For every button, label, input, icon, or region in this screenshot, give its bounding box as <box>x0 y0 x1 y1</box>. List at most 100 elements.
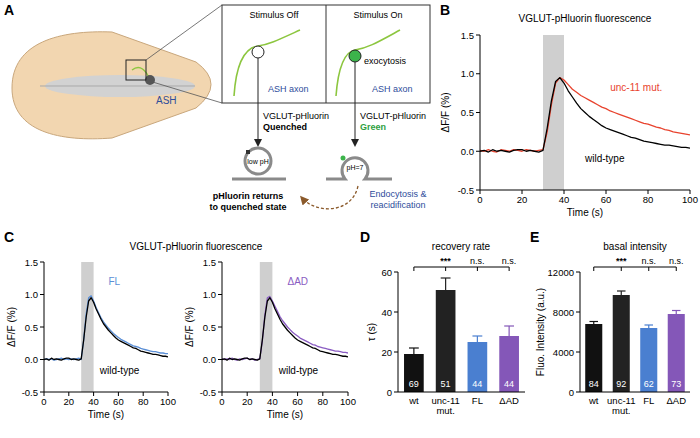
y-tick <box>476 151 480 152</box>
y-tick-label: -0.5 <box>458 185 474 196</box>
y-tick-label: 1.0 <box>25 289 38 300</box>
text-line: mut. <box>612 405 630 416</box>
inset-box <box>222 5 430 103</box>
bar <box>613 295 630 392</box>
inset-title: Stimulus Off <box>250 10 299 20</box>
x-tick-label: 80 <box>318 396 329 407</box>
error-cap <box>441 277 451 278</box>
y-tick-label: -0.5 <box>22 387 38 398</box>
arrow <box>355 62 356 145</box>
worm-midline <box>40 86 195 87</box>
y-axis-title: ΔF/F (%) <box>440 92 451 132</box>
x-tick-label: 40 <box>267 396 278 407</box>
bar <box>499 336 519 392</box>
y-tick <box>218 262 222 263</box>
y-tick-label: 0.0 <box>25 354 38 365</box>
significance-bracket <box>414 267 509 268</box>
y-tick <box>40 327 44 328</box>
line-chart: 020406080100Time (s)-0.50.00.51.01.5ΔF/F… <box>4 229 263 420</box>
category-label: unc-11mut. <box>607 395 635 416</box>
error-bar <box>617 291 626 295</box>
y-tick-label: 0 <box>387 387 392 398</box>
y-tick-label: 0.0 <box>461 146 474 157</box>
y-tick-label: 1.0 <box>203 289 216 300</box>
y-tick <box>218 359 222 360</box>
cycle-text: Endocytosis &reacidification <box>369 189 426 210</box>
n-label: 62 <box>644 379 654 389</box>
text-line: wt <box>588 395 599 406</box>
error-stem <box>413 348 414 354</box>
series-label: wild-type <box>584 153 625 164</box>
x-tick-label: 40 <box>559 194 570 205</box>
x-tick-label: 60 <box>113 396 124 407</box>
y-tick-label: 0 <box>569 387 574 398</box>
x-axis-title: Time (s) <box>267 409 303 420</box>
ph-label: low pH <box>247 158 268 166</box>
plot-area <box>480 35 690 190</box>
panel-a: AASHStimulus OffASH axonStimulus Onexocy… <box>4 2 430 212</box>
y-tick-label: 0.5 <box>461 107 474 118</box>
text-line: pHluorin returns <box>213 191 284 201</box>
bracket-drop <box>477 267 478 271</box>
series-label: unc-11 mut. <box>610 82 662 93</box>
y-tick <box>476 35 480 36</box>
bar <box>436 290 456 392</box>
n-label: 73 <box>671 379 681 389</box>
y-tick <box>576 352 580 353</box>
error-cap <box>409 347 419 348</box>
worm-body <box>12 32 211 139</box>
y-tick-label: 12000 <box>548 267 574 278</box>
stimulus-band <box>543 35 564 190</box>
error-bar <box>472 336 482 342</box>
x-tick-label: 100 <box>340 396 356 407</box>
panel-letter: E <box>530 229 539 245</box>
x-tick-label: 20 <box>242 396 253 407</box>
error-bar <box>672 311 681 315</box>
series-line <box>44 296 168 360</box>
y-axis-title: ΔF/F (%) <box>6 307 17 347</box>
event-label: exocytosis <box>364 56 407 66</box>
y-tick-label: 0.0 <box>203 354 216 365</box>
arrow <box>258 58 259 145</box>
chart-title: VGLUT-pHluorin fluorescence <box>519 13 652 24</box>
y-tick-label: 1.5 <box>25 257 38 268</box>
x-tick-label: 20 <box>517 194 528 205</box>
line-chart: 020406080100Time (s)-0.50.00.51.01.5ΔF/F… <box>440 2 698 218</box>
state-label: Quenched <box>263 122 307 132</box>
error-bar <box>644 325 653 328</box>
y-tick <box>218 327 222 328</box>
x-tick-label: 20 <box>64 396 75 407</box>
category-label: ΔAD <box>666 395 686 406</box>
significance-label: *** <box>616 256 627 266</box>
panel-letter: A <box>4 2 14 18</box>
category-label: wt <box>408 395 419 406</box>
plot-area <box>585 291 685 392</box>
phluorin-quenched <box>246 150 250 154</box>
error-bar <box>409 348 419 354</box>
series-label: wild-type <box>99 365 140 376</box>
y-tick <box>40 294 44 295</box>
y-tick <box>394 312 398 313</box>
reporter-label: VGLUT-pHluorin <box>263 111 329 121</box>
category-label: FL <box>643 395 654 406</box>
n-label: 44 <box>504 379 514 389</box>
y-tick <box>40 262 44 263</box>
x-tick-label: 40 <box>88 396 99 407</box>
error-cap <box>472 335 482 336</box>
y-tick-label: 8000 <box>553 307 574 318</box>
series-line <box>480 78 690 152</box>
fused-vesicle <box>326 158 392 179</box>
y-tick-label: 1.0 <box>461 68 474 79</box>
zoom-line <box>146 5 222 60</box>
phluorin-green <box>341 156 346 161</box>
bracket-drop <box>621 267 622 271</box>
y-tick-label: 1.5 <box>203 257 216 268</box>
y-tick-label: 40 <box>381 307 392 318</box>
error-cap <box>644 324 653 325</box>
error-cap <box>504 325 514 326</box>
state-label: Green <box>360 122 386 132</box>
error-bar <box>441 278 451 290</box>
x-tick-label: 100 <box>682 194 698 205</box>
series-label: wild-type <box>278 365 319 376</box>
y-tick <box>476 112 480 113</box>
